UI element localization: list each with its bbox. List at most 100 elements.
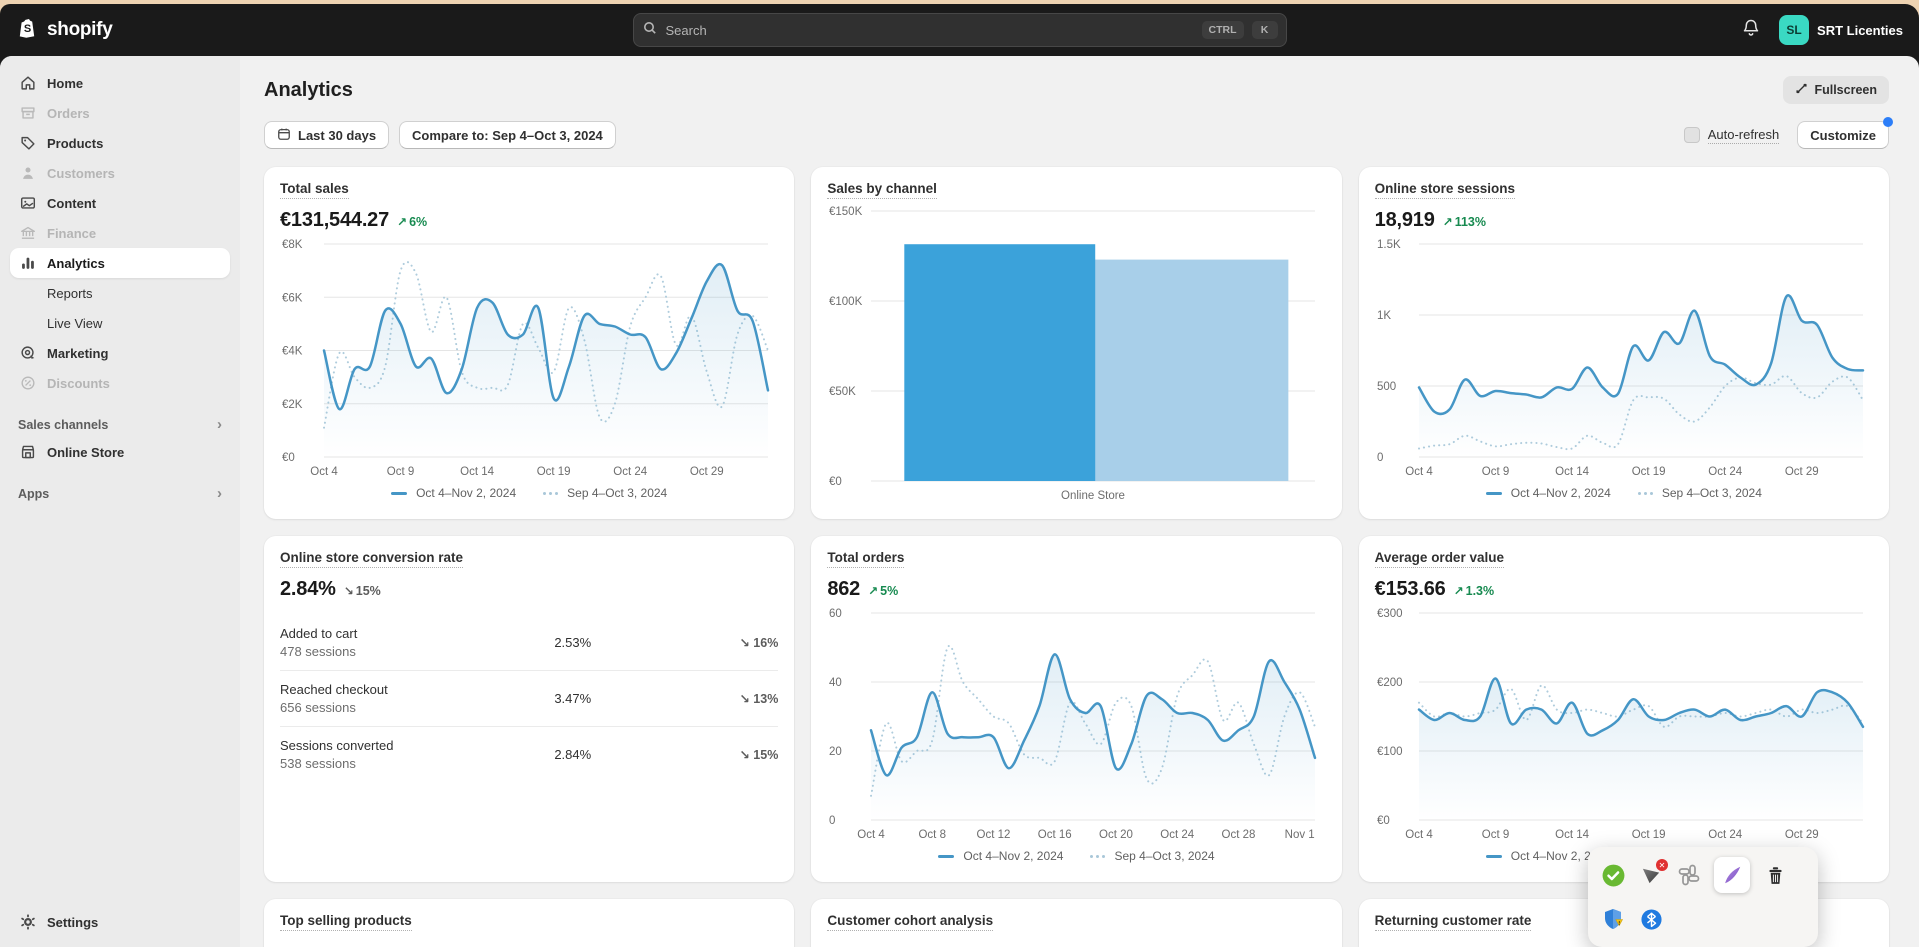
card-title[interactable]: Returning customer rate xyxy=(1374,913,1532,931)
funnel-row-sessions-converted[interactable]: Sessions converted 538 sessions 2.84% ↘ … xyxy=(280,726,779,782)
notifications-bell-icon[interactable] xyxy=(1741,18,1761,43)
sessions-delta: ↗ 113% xyxy=(1442,215,1486,229)
chart-legend: Oct 4–Nov 2, 2024 Sep 4–Oct 3, 2024 xyxy=(827,844,1325,868)
legend-previous-marker xyxy=(1637,491,1653,495)
sessions-value: 18,919 xyxy=(1374,209,1435,231)
sales-by-channel-card: Sales by channel €0 €50K €100K €150K Online … xyxy=(811,167,1342,519)
auto-refresh-checkbox[interactable] xyxy=(1683,127,1700,143)
svg-text:60: 60 xyxy=(829,608,842,620)
sidebar: Home Orders Products Customers Content xyxy=(0,56,240,947)
auto-refresh-toggle[interactable]: Auto-refresh xyxy=(1683,127,1780,144)
sidebar-item-customers[interactable]: Customers xyxy=(10,158,230,188)
search-input[interactable]: Search CTRL K xyxy=(632,13,1287,47)
sidebar-item-content[interactable]: Content xyxy=(10,188,230,218)
svg-text:€300: €300 xyxy=(1377,608,1403,620)
trash-icon[interactable] xyxy=(1762,862,1788,888)
sales-channels-section[interactable]: Sales channels › xyxy=(18,416,222,433)
svg-text:1K: 1K xyxy=(1377,310,1391,322)
fullscreen-button[interactable]: Fullscreen xyxy=(1783,76,1889,104)
sidebar-item-live-view[interactable]: Live View xyxy=(47,315,103,331)
avatar: SL xyxy=(1779,15,1810,45)
svg-text:Oct 16: Oct 16 xyxy=(1038,829,1072,841)
products-icon xyxy=(18,133,38,153)
storefront-icon xyxy=(18,442,38,462)
marketing-icon xyxy=(18,343,38,363)
svg-text:1.5K: 1.5K xyxy=(1377,239,1401,251)
fullscreen-icon xyxy=(1795,82,1808,98)
svg-text:40: 40 xyxy=(829,677,842,689)
account-menu[interactable]: SL SRT Licenties xyxy=(1779,15,1903,45)
svg-text:€50K: €50K xyxy=(829,386,856,398)
bluetooth-icon[interactable] xyxy=(1638,906,1664,932)
date-range-button[interactable]: Last 30 days xyxy=(264,121,390,149)
card-title[interactable]: Online store sessions xyxy=(1374,181,1515,199)
compare-to-button[interactable]: Compare to: Sep 4–Oct 3, 2024 xyxy=(399,121,616,149)
search-placeholder: Search xyxy=(665,22,707,38)
apps-section[interactable]: Apps › xyxy=(18,485,222,502)
workspace: Home Orders Products Customers Content xyxy=(0,56,1919,947)
shopify-logo[interactable]: S shopify xyxy=(16,16,240,45)
sidebar-item-finance[interactable]: Finance xyxy=(10,218,230,248)
svg-text:Oct 14: Oct 14 xyxy=(460,466,494,478)
send-blocked-icon[interactable]: ✕ xyxy=(1638,859,1668,888)
sidebar-item-discounts[interactable]: Discounts xyxy=(10,368,230,398)
topbar: S shopify Search CTRL K SL SRT Licenties xyxy=(0,4,1919,56)
feather-icon[interactable] xyxy=(1714,857,1750,893)
shield-warning-icon[interactable] xyxy=(1600,906,1626,932)
card-title[interactable]: Average order value xyxy=(1374,550,1504,568)
card-title[interactable]: Customer cohort analysis xyxy=(827,913,994,931)
shortcut-k-key: K xyxy=(1251,21,1278,39)
sidebar-item-settings[interactable]: Settings xyxy=(10,907,230,937)
legend-current-marker xyxy=(391,491,408,495)
conversion-funnel: Added to cart 478 sessions 2.53% ↘ 16% R… xyxy=(280,615,779,782)
svg-text:€200: €200 xyxy=(1377,677,1403,689)
svg-text:Oct 9: Oct 9 xyxy=(387,466,414,478)
svg-text:Oct 12: Oct 12 xyxy=(977,829,1011,841)
sidebar-item-marketing[interactable]: Marketing xyxy=(10,338,230,368)
average-order-value-card: Average order value €153.66 ↗ 1.3% €0 €100… xyxy=(1358,536,1889,882)
total-orders-card: Total orders 862 ↗ 5% 0 20 40 60 Oct 4 Oct 8 Oc… xyxy=(811,536,1342,882)
svg-text:Oct 24: Oct 24 xyxy=(1708,829,1742,841)
customize-notification-dot xyxy=(1883,117,1893,127)
funnel-row-reached-checkout[interactable]: Reached checkout 656 sessions 3.47% ↘ 13… xyxy=(280,670,779,726)
shortcut-ctrl-key: CTRL xyxy=(1201,21,1244,39)
calendar-icon xyxy=(277,127,291,144)
shopify-bag-icon: S xyxy=(16,16,40,45)
aov-value: €153.66 xyxy=(1374,578,1446,600)
floating-extension-panel: ✕ xyxy=(1588,847,1818,947)
sidebar-item-analytics[interactable]: Analytics xyxy=(10,248,230,278)
svg-text:€150K: €150K xyxy=(829,206,863,218)
online-store-sessions-card: Online store sessions 18,919 ↗ 113% 0 500 1… xyxy=(1358,167,1889,519)
funnel-row-added-to-cart[interactable]: Added to cart 478 sessions 2.53% ↘ 16% xyxy=(280,626,779,659)
brand-wordmark: shopify xyxy=(47,19,113,40)
svg-text:Oct 4: Oct 4 xyxy=(1405,466,1433,478)
metrics-grid: Total sales €131,544.27 ↗ 6% €0 €2K €4K €6K €… xyxy=(264,167,1889,947)
slack-outline-icon[interactable] xyxy=(1676,862,1702,888)
sidebar-item-online-store[interactable]: Online Store xyxy=(10,437,230,467)
svg-text:€2K: €2K xyxy=(282,399,303,411)
sidebar-item-home[interactable]: Home xyxy=(10,68,230,98)
customers-icon xyxy=(18,163,38,183)
svg-text:Oct 19: Oct 19 xyxy=(1631,466,1665,478)
customize-button[interactable]: Customize xyxy=(1797,121,1889,149)
card-title[interactable]: Total sales xyxy=(280,181,349,199)
card-title[interactable]: Total orders xyxy=(827,550,905,568)
sidebar-item-reports[interactable]: Reports xyxy=(47,285,93,301)
card-title[interactable]: Sales by channel xyxy=(827,181,937,199)
svg-text:Oct 9: Oct 9 xyxy=(1481,829,1508,841)
total-sales-card: Total sales €131,544.27 ↗ 6% €0 €2K €4K €6K €… xyxy=(264,167,795,519)
card-title[interactable]: Online store conversion rate xyxy=(280,550,464,568)
svg-text:Nov 1: Nov 1 xyxy=(1285,829,1315,841)
svg-text:S: S xyxy=(24,23,31,35)
sidebar-item-products[interactable]: Products xyxy=(10,128,230,158)
content-icon xyxy=(18,193,38,213)
sidebar-item-orders[interactable]: Orders xyxy=(10,98,230,128)
gear-icon xyxy=(18,912,38,932)
chevron-right-icon: › xyxy=(217,485,222,502)
legend-current-marker xyxy=(1485,854,1502,858)
green-check-icon[interactable] xyxy=(1600,862,1626,888)
svg-text:500: 500 xyxy=(1377,381,1396,393)
card-title[interactable]: Top selling products xyxy=(280,913,412,931)
search-icon xyxy=(642,20,658,41)
svg-text:Oct 4: Oct 4 xyxy=(1405,829,1433,841)
